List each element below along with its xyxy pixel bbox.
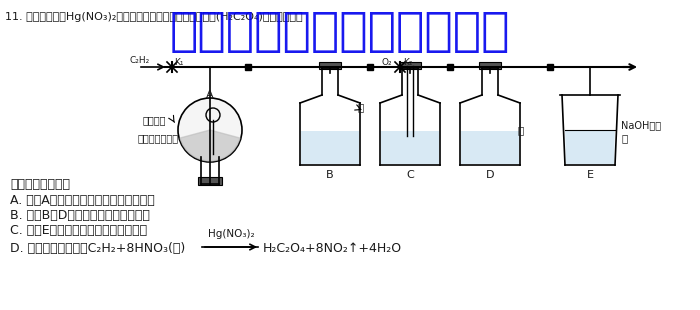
Text: 水: 水 xyxy=(518,125,524,135)
Polygon shape xyxy=(565,130,615,164)
Circle shape xyxy=(178,98,242,162)
Text: 11. 某实验小组用Hg(NO₃)₂作催化剂，以乙冰为原料制备草酸(H₂C₂O₄)的装置如下。: 11. 某实验小组用Hg(NO₃)₂作催化剂，以乙冰为原料制备草酸(H₂C₂O₄… xyxy=(5,12,302,22)
Text: A. 装置A中使用多孔球泡可加快反应速率: A. 装置A中使用多孔球泡可加快反应速率 xyxy=(10,194,155,207)
Text: A: A xyxy=(206,90,214,100)
Bar xyxy=(381,131,439,164)
Text: C: C xyxy=(406,170,414,180)
Text: D: D xyxy=(486,170,494,180)
Text: Hg(NO₃)₂: Hg(NO₃)₂ xyxy=(208,229,254,239)
Text: K₂: K₂ xyxy=(403,58,412,67)
Text: D. 生成草酸的反应为C₂H₂+8HNO₃(浓): D. 生成草酸的反应为C₂H₂+8HNO₃(浓) xyxy=(10,242,186,255)
Text: C₂H₂: C₂H₂ xyxy=(130,56,150,65)
Text: NaOH溶液: NaOH溶液 xyxy=(621,120,661,130)
Text: B: B xyxy=(326,170,334,180)
Text: O₂: O₂ xyxy=(382,58,392,67)
Bar xyxy=(479,62,501,69)
Wedge shape xyxy=(180,130,240,161)
Text: 浓硝酸和硝酸汞: 浓硝酸和硝酸汞 xyxy=(138,133,179,143)
Text: H₂C₂O₄+8NO₂↑+4H₂O: H₂C₂O₄+8NO₂↑+4H₂O xyxy=(263,242,402,255)
Bar xyxy=(301,131,359,164)
Text: 多孔球泡: 多孔球泡 xyxy=(143,115,167,125)
Text: 下列说法错误的是: 下列说法错误的是 xyxy=(10,178,70,191)
Text: K₁: K₁ xyxy=(174,58,183,67)
Bar xyxy=(319,62,341,69)
Text: E: E xyxy=(587,170,594,180)
Text: 微信公众号关注，趣找答案: 微信公众号关注，趣找答案 xyxy=(169,10,510,55)
Bar xyxy=(198,177,222,185)
Bar xyxy=(461,131,519,164)
Text: 水: 水 xyxy=(358,102,364,112)
Text: B. 装置B、D中得到的溶液可循环使用: B. 装置B、D中得到的溶液可循环使用 xyxy=(10,209,150,222)
Text: C. 装置E的作用是吸收氮氧化物和乙奶: C. 装置E的作用是吸收氮氧化物和乙奶 xyxy=(10,224,147,237)
Text: 水: 水 xyxy=(621,133,627,143)
Bar xyxy=(399,62,421,69)
